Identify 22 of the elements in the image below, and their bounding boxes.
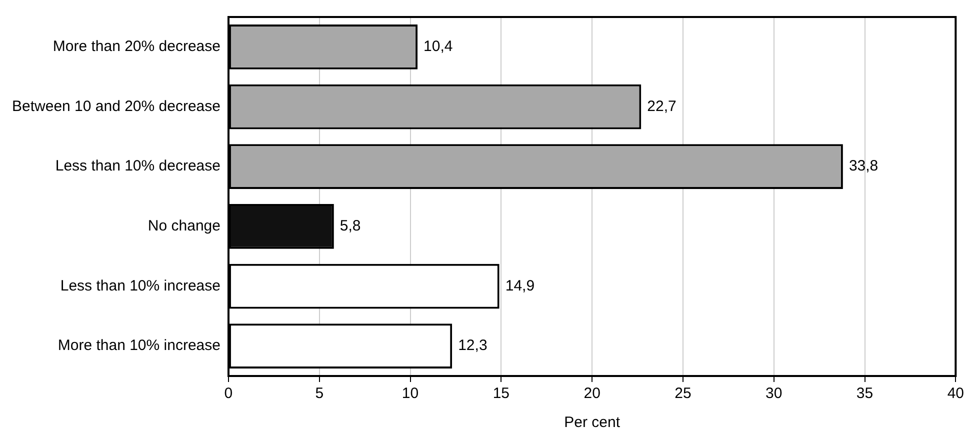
y-tick-label: No change <box>148 218 220 235</box>
data-label: 22,7 <box>647 98 676 115</box>
x-tick-label: 10 <box>402 385 419 402</box>
x-tick-label: 5 <box>315 385 324 402</box>
data-label: 10,4 <box>424 38 453 56</box>
x-axis-title: Per cent <box>564 414 621 432</box>
y-tick-label: Between 10 and 20% decrease <box>12 98 220 115</box>
data-label: 5,8 <box>340 218 361 235</box>
y-tick-label: More than 20% decrease <box>52 38 220 56</box>
data-label: 12,3 <box>458 337 488 354</box>
x-tick-label: 30 <box>766 385 782 402</box>
x-tick-label: 0 <box>224 385 233 402</box>
y-tick-label: Less than 10% increase <box>60 277 220 294</box>
y-tick-label: Less than 10% decrease <box>55 158 220 175</box>
x-tick-label: 25 <box>674 385 692 402</box>
data-label: 33,8 <box>848 158 878 175</box>
data-label: 14,9 <box>505 277 535 294</box>
x-tick-label: 40 <box>947 385 964 402</box>
y-tick-label: More than 10% increase <box>58 337 220 354</box>
x-tick-label: 35 <box>856 385 874 402</box>
x-tick-label: 20 <box>584 385 600 402</box>
x-tick-label: 15 <box>492 385 510 402</box>
